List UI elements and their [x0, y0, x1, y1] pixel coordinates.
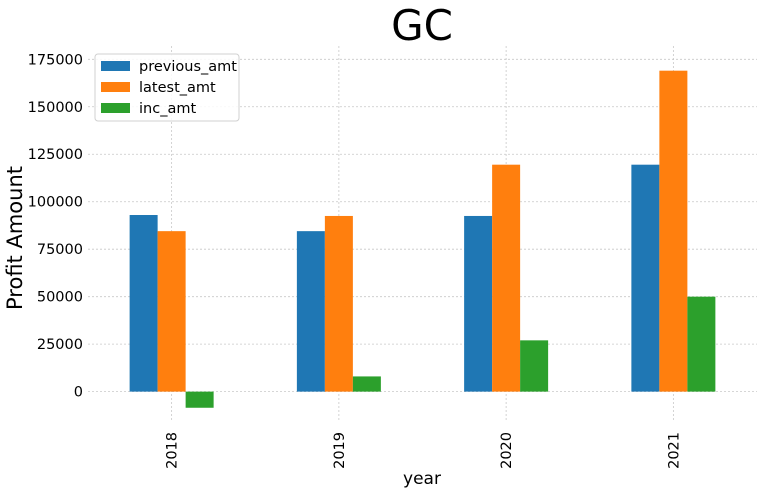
x-tick-label: 2021 [666, 432, 682, 469]
bar-previous_amt-2019 [296, 231, 325, 392]
bars [129, 70, 716, 408]
chart-title: GC [391, 1, 453, 50]
x-tick-label: 2020 [499, 432, 515, 469]
x-tick-label: 2019 [332, 432, 348, 469]
y-tick-label: 75000 [37, 242, 83, 258]
legend-label-inc_amt: inc_amt [139, 101, 196, 117]
legend: previous_amt latest_amt inc_amt [94, 53, 240, 122]
legend-swatch-inc_amt [101, 103, 130, 113]
y-axis-label: Profit Amount [3, 166, 27, 310]
bar-latest_amt-2018 [157, 231, 186, 392]
y-tick-label: 0 [74, 385, 83, 401]
bar-latest_amt-2021 [659, 70, 688, 392]
y-tick-label: 100000 [28, 195, 83, 211]
bar-inc_amt-2019 [352, 376, 381, 392]
bar-inc_amt-2020 [520, 340, 549, 392]
bar-previous_amt-2018 [129, 215, 158, 392]
legend-label-latest_amt: latest_amt [139, 80, 216, 96]
legend-box [94, 53, 240, 122]
x-axis-ticks: 2018 2019 2020 2021 [165, 432, 683, 469]
y-tick-label: 50000 [37, 290, 83, 306]
x-axis-label: year [403, 469, 441, 489]
y-tick-label: 125000 [28, 147, 83, 163]
bar-inc_amt-2021 [687, 296, 716, 392]
bar-latest_amt-2019 [324, 215, 353, 392]
y-axis-ticks: 0 25000 50000 75000 100000 125000 150000 175000 [28, 52, 83, 400]
legend-swatch-previous_amt [101, 61, 130, 71]
y-tick-label: 150000 [28, 100, 83, 116]
bar-inc_amt-2018 [185, 391, 214, 408]
bar-latest_amt-2020 [492, 164, 521, 392]
bar-previous_amt-2020 [464, 215, 493, 392]
legend-swatch-latest_amt [101, 82, 130, 92]
y-tick-label: 25000 [37, 337, 83, 353]
x-tick-label: 2018 [165, 432, 181, 469]
legend-label-previous_amt: previous_amt [139, 59, 237, 75]
bar-previous_amt-2021 [631, 164, 660, 392]
y-tick-label: 175000 [28, 52, 83, 68]
